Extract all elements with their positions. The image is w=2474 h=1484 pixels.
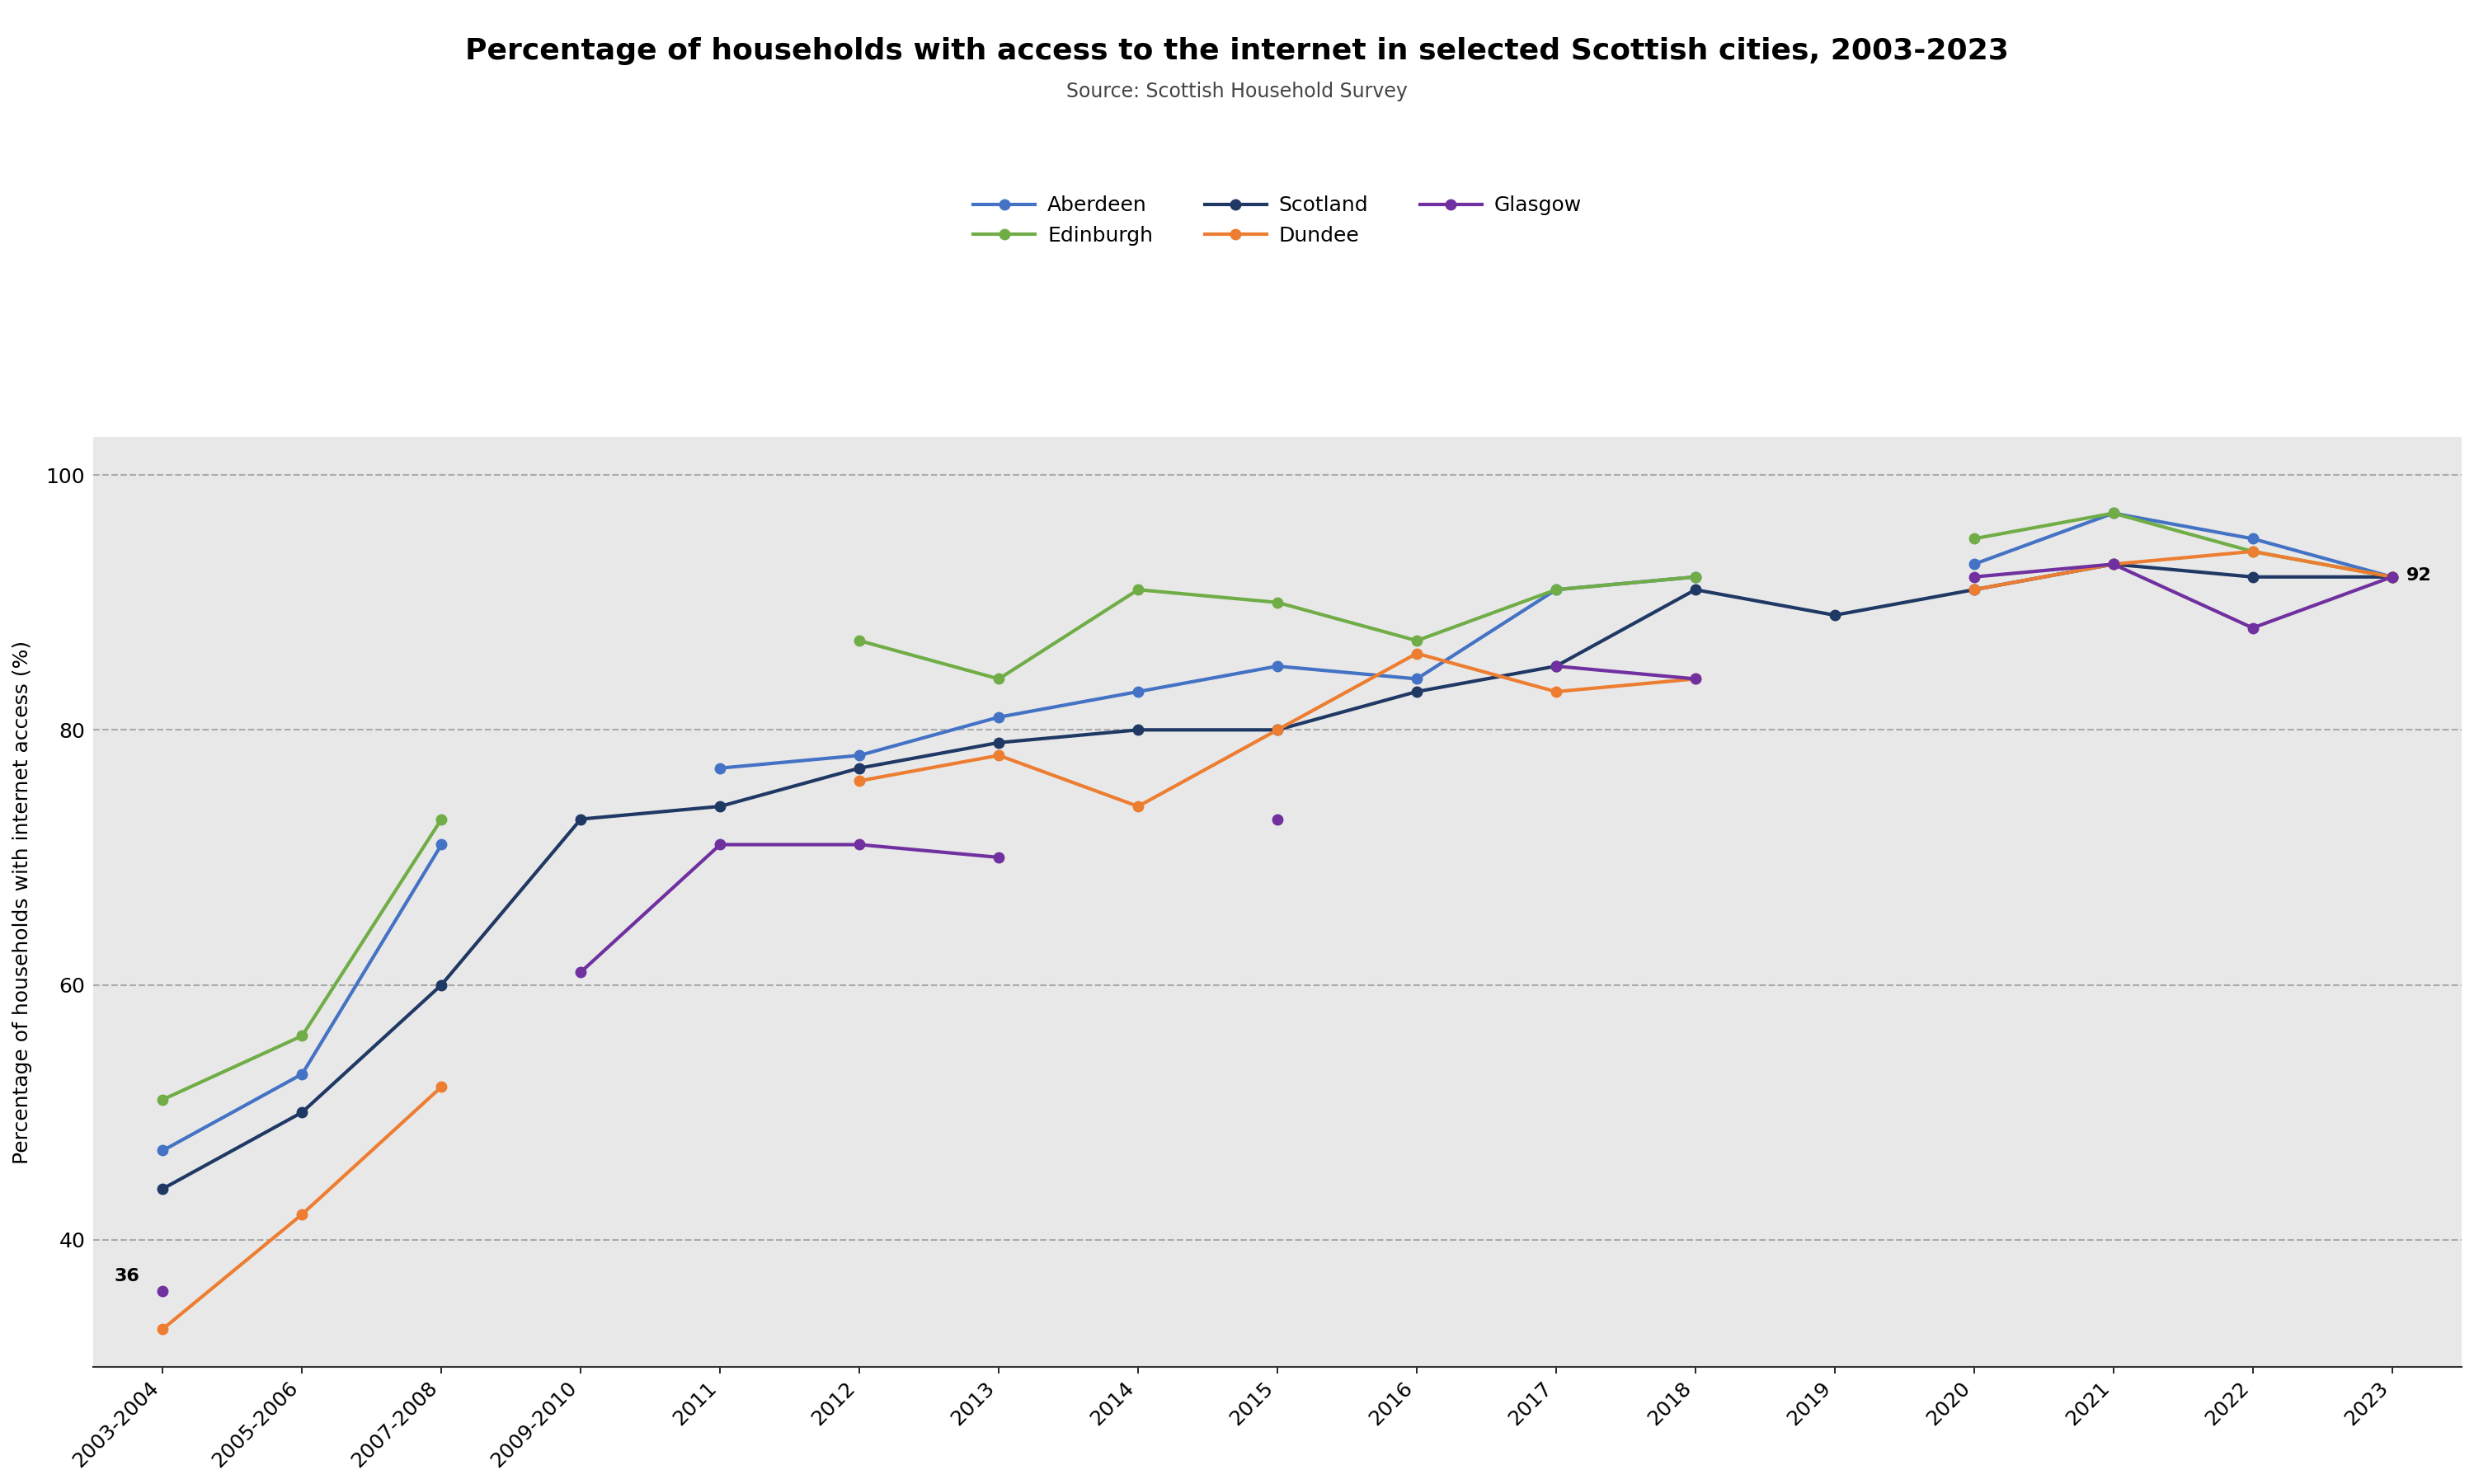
Scotland (1262, 721, 1291, 739)
Dundee (148, 1321, 178, 1339)
Scotland (1403, 683, 1432, 700)
Legend: Aberdeen, Edinburgh, Scotland, Dundee, Glasgow: Aberdeen, Edinburgh, Scotland, Dundee, G… (972, 196, 1581, 246)
Text: 92: 92 (2405, 567, 2432, 583)
Scotland (1123, 721, 1153, 739)
Scotland (2098, 555, 2128, 573)
Scotland (985, 733, 1014, 751)
Aberdeen (287, 1066, 317, 1083)
Aberdeen (148, 1141, 178, 1159)
Text: Source: Scottish Household Survey: Source: Scottish Household Survey (1066, 82, 1408, 101)
Scotland (2239, 568, 2269, 586)
Scotland (1680, 580, 1710, 598)
Line: Scotland: Scotland (158, 559, 2397, 1195)
Scotland (1959, 580, 1989, 598)
Edinburgh (426, 810, 455, 828)
Scotland (705, 797, 735, 815)
Dundee (287, 1205, 317, 1223)
Edinburgh (287, 1027, 317, 1045)
Scotland (1541, 657, 1571, 675)
Edinburgh (148, 1091, 178, 1109)
Scotland (426, 976, 455, 994)
Y-axis label: Percentage of households with internet access (%): Percentage of households with internet a… (12, 640, 32, 1163)
Scotland (1821, 607, 1851, 625)
Text: 36: 36 (114, 1267, 139, 1284)
Line: Edinburgh: Edinburgh (158, 813, 448, 1104)
Scotland (567, 810, 596, 828)
Text: Percentage of households with access to the internet in selected Scottish cities: Percentage of households with access to … (465, 37, 2009, 65)
Dundee (426, 1077, 455, 1095)
Aberdeen (426, 835, 455, 853)
Line: Dundee: Dundee (158, 1082, 448, 1334)
Scotland (148, 1180, 178, 1198)
Scotland (2378, 568, 2407, 586)
Scotland (287, 1104, 317, 1122)
Scotland (844, 760, 873, 778)
Line: Aberdeen: Aberdeen (158, 840, 448, 1156)
